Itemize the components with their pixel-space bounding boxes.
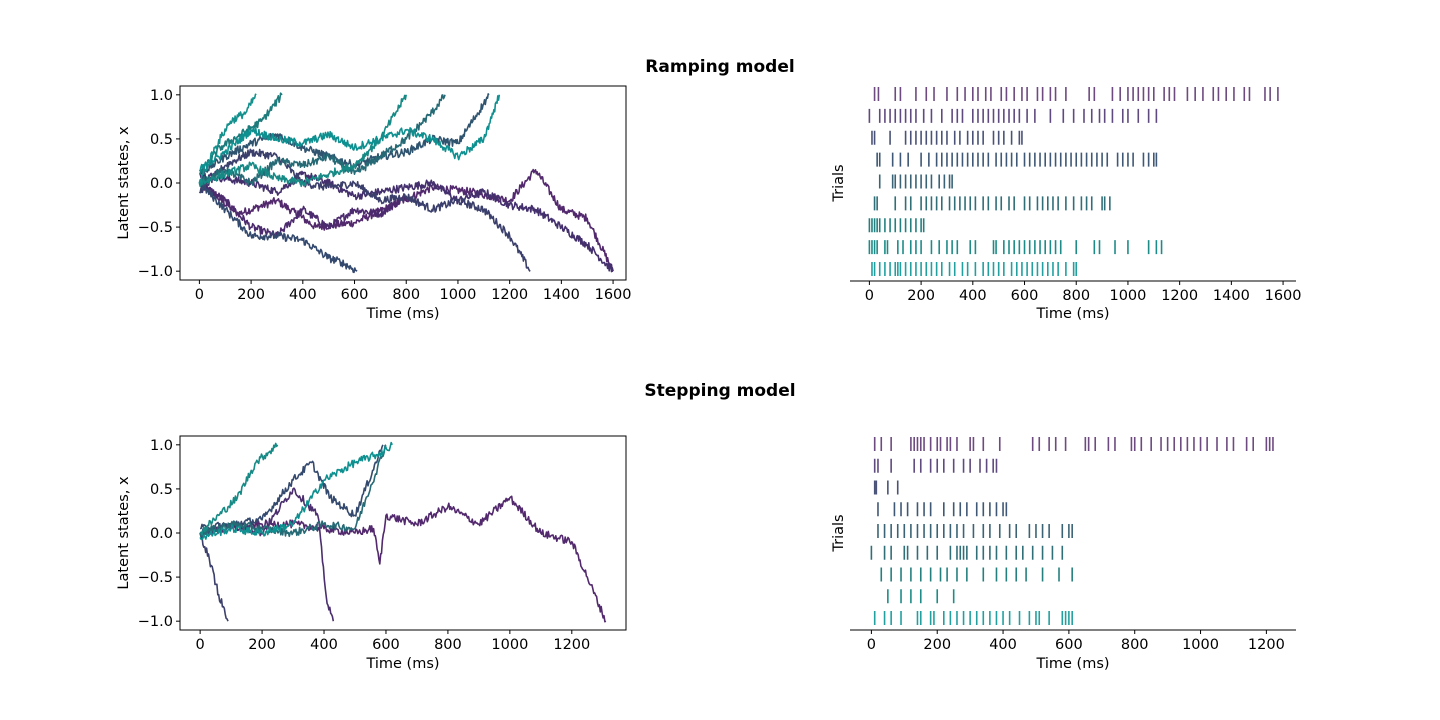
stepping-raster-x-ticks: 0 200 400 600 800 1000 1200	[867, 630, 1285, 653]
latent-trace	[199, 532, 229, 622]
x-tick-label: 0	[195, 287, 204, 303]
x-tick-label: 1400	[1213, 288, 1250, 304]
x-tick-label: 600	[341, 287, 369, 303]
x-tick-label: 800	[392, 287, 420, 303]
x-tick-label: 0	[867, 637, 876, 653]
y-tick-label: −1.0	[138, 614, 173, 630]
x-tick-label: 1600	[1265, 288, 1302, 304]
latent-trace	[198, 182, 358, 274]
x-tick-label: 200	[248, 637, 276, 653]
ramping-latent-x-ticks: 0 200 400 600 800 1000 1200 1400 1600	[195, 280, 632, 303]
x-tick-label: 800	[434, 637, 462, 653]
y-tick-label: −1.0	[138, 264, 173, 280]
stepping-raster-panel: 0 200 400 600 800 1000 1200 Time (ms) Trials	[831, 437, 1296, 672]
latent-trace	[199, 181, 407, 237]
latent-trace	[198, 93, 257, 184]
stepping-raster-spikes	[870, 437, 1274, 625]
x-tick-label: 1000	[1109, 288, 1146, 304]
ramping-latent-series	[198, 92, 614, 274]
ramping-raster-ylabel: Trials	[831, 164, 847, 202]
ramping-latent-panel: 0 200 400 600 800 1000 1200 1400 1600 −1.0 −0.5 0.…	[116, 85, 632, 322]
latent-trace	[198, 148, 531, 272]
x-tick-label: 600	[372, 637, 400, 653]
x-tick-label: 1200	[1161, 288, 1198, 304]
x-tick-label: 800	[1121, 637, 1149, 653]
latent-trace	[198, 94, 501, 172]
ramping-latent-ylabel-text: Latent states, x	[116, 126, 132, 240]
y-tick-label: −0.5	[138, 570, 173, 586]
stepping-model-title: Stepping model	[644, 381, 795, 401]
x-tick-label: 1200	[491, 287, 528, 303]
ramping-raster-x-ticks: 0 200 400 600 800 1000 1200 1400 1600	[865, 281, 1302, 304]
y-tick-label: 0.0	[150, 176, 173, 192]
stepping-raster-xlabel: Time (ms)	[1035, 656, 1109, 672]
latent-trace	[198, 94, 446, 186]
x-tick-label: 1200	[553, 637, 590, 653]
stepping-raster-ylabel: Trials	[831, 514, 847, 552]
x-tick-label: 400	[310, 637, 338, 653]
latent-trace	[198, 94, 407, 188]
x-tick-label: 400	[989, 637, 1017, 653]
stepping-latent-panel: 0 200 400 600 800 1000 1200 −1.0−0.50.00.51.0 …	[116, 435, 627, 672]
y-tick-label: 1.0	[150, 438, 173, 454]
x-tick-label: 200	[237, 287, 265, 303]
x-tick-label: 400	[289, 287, 317, 303]
ramping-model-title: Ramping model	[645, 57, 794, 77]
x-tick-label: 600	[1055, 637, 1083, 653]
y-tick-label: 0.0	[150, 526, 173, 542]
latent-trace	[199, 444, 384, 532]
ramping-latent-y-ticks: −1.0 −0.5 0.0 0.5 1.0	[138, 88, 180, 280]
x-tick-label: 0	[865, 288, 874, 304]
x-tick-label: 200	[907, 288, 935, 304]
x-tick-label: 1200	[1248, 637, 1285, 653]
ramping-latent-ylabel: Latent states, x	[116, 126, 132, 240]
stepping-latent-y-ticks: −1.0 −0.5 0.0 0.5 1.0	[138, 438, 180, 630]
latent-trace	[199, 444, 387, 538]
x-tick-label: 1600	[595, 287, 632, 303]
x-tick-label: 200	[923, 637, 951, 653]
x-tick-label: 1000	[491, 637, 528, 653]
stepping-latent-x-ticks: 0 200 400 600 800 1000 1200	[196, 630, 590, 653]
stepping-latent-ylabel: Latent states, x	[116, 476, 132, 590]
latent-trace	[199, 170, 614, 273]
ramping-latent-xlabel: Time (ms)	[365, 306, 439, 322]
y-tick-label: 1.0	[150, 88, 173, 104]
ramping-raster-xlabel: Time (ms)	[1035, 306, 1109, 322]
y-tick-label: 0.5	[150, 132, 173, 148]
x-tick-label: 1000	[1182, 637, 1219, 653]
latent-trace	[199, 495, 607, 623]
ramping-raster-panel: 0 200 400 600 800 1000 1200 1400 1600 Time (ms) …	[831, 87, 1302, 322]
x-tick-label: 1000	[439, 287, 476, 303]
x-tick-label: 800	[1062, 288, 1090, 304]
x-tick-label: 600	[1011, 288, 1039, 304]
x-tick-label: 400	[959, 288, 987, 304]
latent-trace	[199, 93, 490, 176]
stepping-latent-xlabel: Time (ms)	[365, 656, 439, 672]
y-tick-label: −0.5	[138, 220, 173, 236]
stepping-latent-frame	[179, 435, 627, 631]
ramping-raster-spikes	[868, 87, 1279, 276]
y-tick-label: 0.5	[150, 482, 173, 498]
latent-trace	[199, 441, 393, 541]
stepping-latent-series	[199, 441, 607, 623]
stepping-latent-ylabel-text: Latent states, x	[116, 476, 132, 590]
x-tick-label: 1400	[543, 287, 580, 303]
x-tick-label: 0	[196, 637, 205, 653]
latent-trace	[199, 442, 279, 536]
